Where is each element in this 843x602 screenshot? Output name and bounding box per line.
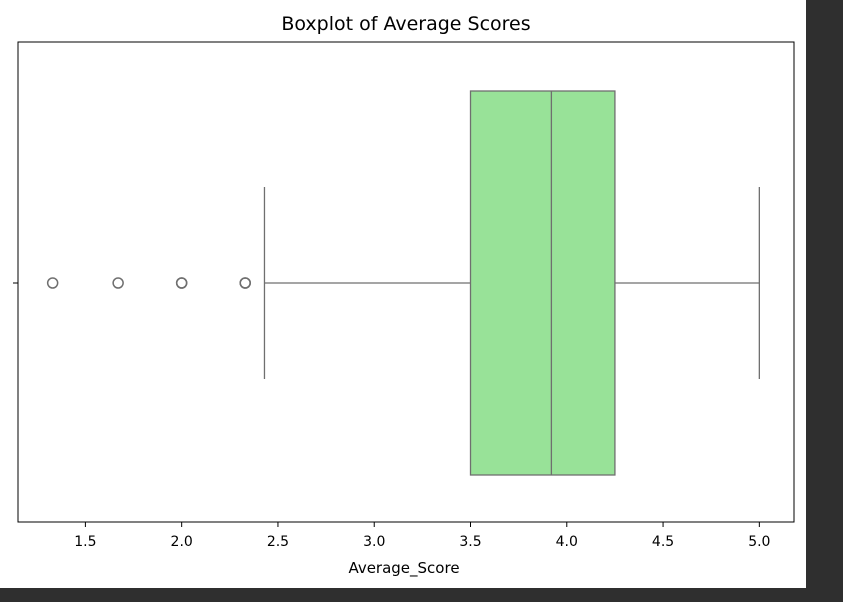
x-axis-ticks: 1.5 2.0 2.5 3.0 3.5 4.0 4.5 5.0	[13, 282, 770, 550]
plot-marks	[46, 90, 760, 476]
outlier-point	[112, 277, 124, 289]
x-tick-label: 3.0	[363, 534, 385, 550]
x-tick-label: 4.0	[556, 534, 578, 550]
x-tick-label: 1.5	[74, 534, 96, 550]
x-tick-label: 5.0	[748, 534, 770, 550]
x-tick-label: 3.5	[459, 534, 481, 550]
plot-frame	[17, 41, 795, 523]
figure: Boxplot of Average Scores 1.5 2.0 2.5 3.0 3.…	[0, 0, 806, 588]
x-tick-label: 2.5	[267, 534, 289, 550]
outlier-point	[175, 277, 188, 289]
outlier-point	[46, 277, 59, 289]
x-axis-label: Average_Score	[348, 559, 459, 578]
x-tick-label: 2.0	[171, 534, 193, 550]
chart-title: Boxplot of Average Scores	[281, 13, 530, 35]
x-tick-label: 4.5	[652, 534, 674, 550]
iqr-box	[469, 90, 616, 476]
outlier-point	[239, 277, 251, 289]
boxplot-chart: Boxplot of Average Scores 1.5 2.0 2.5 3.0 3.…	[13, 13, 795, 578]
